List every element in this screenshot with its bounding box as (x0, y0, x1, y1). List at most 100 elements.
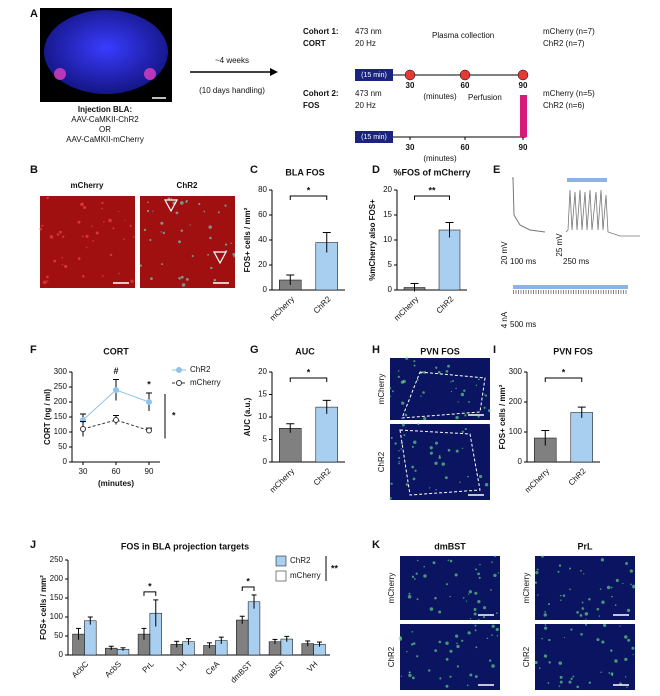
cell-signal (450, 381, 452, 383)
cell-signal (160, 221, 164, 225)
y-tick-label: 60 (258, 210, 267, 219)
group: ChR2 (n=7) (543, 39, 585, 48)
significance-label: * (562, 367, 566, 377)
micrograph (400, 624, 500, 690)
stim-label: (15 min) (361, 134, 387, 141)
cell-signal (541, 637, 543, 640)
cell-signal (600, 558, 605, 562)
cell-signal (92, 240, 95, 242)
cell-signal (559, 680, 563, 684)
micrograph (390, 424, 490, 500)
cell-signal (429, 451, 433, 455)
cell-signal (611, 595, 613, 598)
cell-signal (411, 676, 415, 680)
timeline-axis-label: (minutes) (423, 92, 457, 101)
cell-signal (601, 640, 605, 644)
group: mCherry (n=5) (543, 89, 595, 98)
y-axis-label: %mCherry also FOS+ (368, 199, 377, 281)
cell-signal (213, 278, 217, 282)
cell-signal (484, 482, 489, 487)
bar (236, 619, 249, 656)
cell-signal (61, 263, 64, 266)
cell-signal (180, 275, 184, 279)
cell-signal (570, 677, 573, 680)
y-tick-label: 200 (50, 574, 64, 583)
cell-signal (454, 573, 458, 577)
cell-signal (401, 401, 405, 405)
bar (84, 620, 97, 656)
x-tick-label: aBST (266, 659, 287, 680)
stim-pulses (513, 285, 628, 289)
panel-label: D (372, 164, 380, 176)
perfusion-bar (520, 95, 527, 137)
cell-signal (416, 559, 419, 562)
cell-signal (477, 415, 480, 418)
column-label: ChR2 (177, 181, 198, 190)
cell-signal (464, 414, 467, 417)
cell-signal (456, 644, 460, 649)
stim-label: (15 min) (361, 72, 387, 79)
cell-signal (118, 272, 120, 275)
cell-signal (403, 434, 406, 437)
cell-signal (479, 563, 481, 566)
cell-signal (599, 588, 602, 590)
cell-signal (557, 570, 560, 573)
cell-signal (53, 259, 57, 263)
cell-signal (391, 390, 394, 393)
cell-signal (444, 476, 448, 480)
cell-signal (224, 243, 228, 246)
scale-label: 500 ms (510, 320, 536, 329)
cell-signal (482, 606, 487, 610)
cell-signal (388, 387, 392, 390)
bar (570, 412, 593, 463)
cell-signal (118, 210, 120, 213)
cell-signal (626, 608, 631, 613)
cell-signal (626, 686, 628, 688)
timeline-tick-label: 60 (461, 81, 470, 90)
cell-signal (478, 576, 481, 579)
panel-label: H (372, 344, 380, 356)
cell-signal (412, 642, 416, 645)
cell-signal (434, 441, 439, 445)
cell-signal (185, 277, 189, 281)
series-line (82, 419, 150, 431)
y-tick-label: 0 (59, 650, 64, 659)
event: Plasma collection (432, 31, 494, 40)
cell-signal (410, 643, 414, 646)
significance-label: ** (428, 185, 436, 195)
x-tick-label: mCherry (523, 467, 551, 495)
brain-section (44, 10, 168, 94)
cell-signal (490, 589, 492, 591)
y-tick-label: 200 (54, 397, 68, 406)
cell-signal (416, 598, 419, 601)
y-axis-label: AUC (a.u.) (243, 397, 252, 436)
panel-label: A (30, 8, 38, 20)
cell-signal (401, 423, 405, 427)
cell-signal (632, 653, 634, 656)
stim-box (355, 69, 393, 81)
cell-signal (413, 364, 416, 367)
panel-label: B (30, 164, 38, 176)
legend-label: mCherry (190, 378, 221, 387)
bar (315, 406, 338, 463)
marker-triangle (163, 199, 179, 213)
cell-signal (207, 253, 210, 256)
cell-signal (544, 611, 546, 613)
cell-signal (209, 236, 212, 240)
x-tick-label: 90 (145, 467, 154, 476)
y-tick-label: 15 (258, 390, 267, 399)
significance-label: * (307, 185, 311, 195)
cell-signal (434, 596, 437, 600)
cell-signal (468, 593, 470, 595)
x-tick-label: ChR2 (567, 466, 588, 487)
row-label: ChR2 (522, 646, 531, 667)
cell-signal (411, 630, 414, 633)
data-point (146, 399, 152, 405)
cell-signal (56, 233, 60, 236)
cell-signal (46, 196, 50, 200)
cell-signal (495, 627, 499, 632)
scale-label: 4 nA (500, 311, 509, 328)
laser: 20 Hz (355, 39, 376, 48)
cell-signal (562, 594, 566, 597)
significance-label: * (246, 576, 250, 586)
